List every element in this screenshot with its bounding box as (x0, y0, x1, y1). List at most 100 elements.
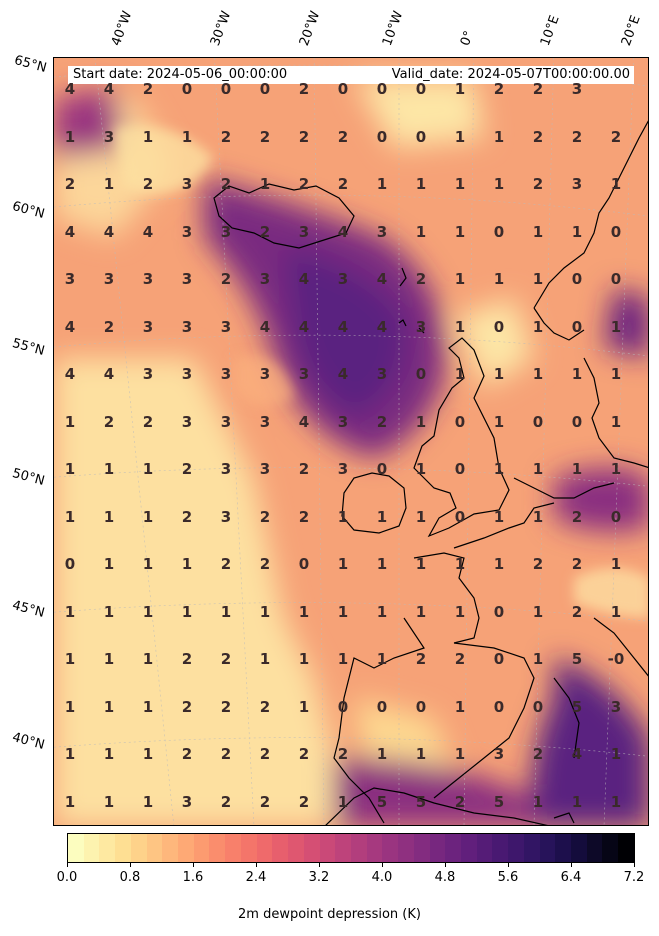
grid-value: 2 (220, 650, 232, 668)
grid-value: 0 (571, 317, 583, 336)
grid-value: 4 (142, 222, 154, 241)
grid-value: 2 (103, 317, 115, 336)
grid-value: 1 (103, 792, 115, 811)
grid-value: 1 (142, 507, 154, 526)
colorbar-segment (398, 834, 414, 862)
grid-value: 1 (337, 555, 349, 573)
grid-value: 1 (454, 602, 466, 621)
grid-value: 2 (259, 222, 271, 241)
grid-value: 1 (610, 175, 622, 193)
grid-value: 2 (610, 127, 622, 146)
grid-value: 4 (64, 365, 76, 383)
grid-value: 2 (571, 555, 583, 573)
grid-value: 0 (415, 80, 427, 98)
grid-value: 1 (376, 555, 388, 573)
grid-value: 1 (454, 365, 466, 383)
grid-value: 1 (454, 555, 466, 573)
grid-value: 1 (610, 555, 622, 573)
grid-value: 1 (376, 507, 388, 526)
grid-value: 3 (181, 365, 193, 383)
grid-value: 2 (298, 507, 310, 526)
colorbar (67, 833, 635, 863)
grid-value: 3 (298, 365, 310, 383)
grid-value: 1 (415, 175, 427, 193)
grid-value: 1 (454, 127, 466, 146)
grid-value: 4 (571, 745, 583, 763)
grid-value: 0 (259, 80, 271, 98)
grid-value: 1 (610, 745, 622, 763)
start-date-label: Start date: 2024-05-06_00:00:00 (73, 67, 288, 82)
grid-value: 5 (376, 792, 388, 811)
grid-value: 1 (64, 745, 76, 763)
grid-value: 3 (64, 270, 76, 288)
grid-value: 2 (298, 792, 310, 811)
grid-value: 3 (337, 270, 349, 288)
grid-value: 0 (181, 80, 193, 98)
grid-value: 2 (220, 175, 232, 193)
grid-value: 0 (376, 127, 388, 146)
grid-value: 2 (259, 507, 271, 526)
grid-value: 2 (64, 175, 76, 193)
grid-value: 2 (142, 80, 154, 98)
grid-value: 4 (337, 222, 349, 241)
colorbar-tick-label: 1.6 (182, 870, 204, 885)
grid-value: 3 (337, 460, 349, 478)
colorbar-tick (256, 863, 257, 867)
grid-value: 0 (610, 270, 622, 288)
colorbar-tick (445, 863, 446, 867)
grid-value: 2 (298, 460, 310, 478)
grid-value: 1 (376, 175, 388, 193)
grid-value: 1 (493, 507, 505, 526)
colorbar-segment (99, 834, 116, 862)
lat-label-40n: 40°N (10, 730, 47, 753)
grid-value: 4 (376, 270, 388, 288)
grid-value: 2 (103, 412, 115, 431)
grid-value: 5 (571, 697, 583, 716)
grid-value: 4 (103, 365, 115, 383)
grid-value: 3 (415, 317, 427, 336)
grid-value: 1 (571, 365, 583, 383)
grid-value: 2 (181, 460, 193, 478)
grid-value: 1 (259, 175, 271, 193)
colorbar-segment (429, 834, 446, 862)
grid-value: 0 (376, 460, 388, 478)
colorbar-tick-label: 6.4 (560, 870, 582, 885)
grid-value: 2 (532, 127, 544, 146)
grid-value: 2 (181, 697, 193, 716)
grid-value: 1 (454, 270, 466, 288)
grid-value: 5 (415, 792, 427, 811)
grid-value: 1 (64, 412, 76, 431)
grid-value: 3 (220, 507, 232, 526)
grid-value: 2 (298, 127, 310, 146)
colorbar-segment (618, 834, 634, 862)
grid-value: 3 (181, 792, 193, 811)
grid-value: 1 (610, 317, 622, 336)
colorbar-tick (130, 863, 131, 867)
grid-value: 1 (532, 507, 544, 526)
grid-value: 3 (259, 365, 271, 383)
grid-value: 2 (337, 745, 349, 763)
grid-value: 2 (298, 745, 310, 763)
grid-value: 0 (610, 507, 622, 526)
colorbar-tick (67, 863, 68, 867)
grid-value: 4 (64, 317, 76, 336)
dewpoint-depression-field (54, 58, 648, 825)
grid-value: 2 (454, 650, 466, 668)
grid-value: -0 (607, 650, 625, 668)
grid-value: 1 (181, 127, 193, 146)
colorbar-segment (382, 834, 399, 862)
colorbar-segment (288, 834, 304, 862)
grid-value: 3 (571, 80, 583, 98)
valid-date-label: Valid_date: 2024-05-07T00:00:00.00 (391, 67, 630, 82)
grid-value: 3 (376, 365, 388, 383)
grid-value: 3 (220, 222, 232, 241)
colorbar-segment (178, 834, 194, 862)
grid-value: 3 (259, 460, 271, 478)
grid-value: 0 (493, 697, 505, 716)
grid-value: 1 (220, 602, 232, 621)
grid-value: 1 (337, 602, 349, 621)
grid-value: 1 (142, 460, 154, 478)
grid-value: 3 (181, 175, 193, 193)
grid-value: 3 (142, 317, 154, 336)
colorbar-segment (445, 834, 461, 862)
